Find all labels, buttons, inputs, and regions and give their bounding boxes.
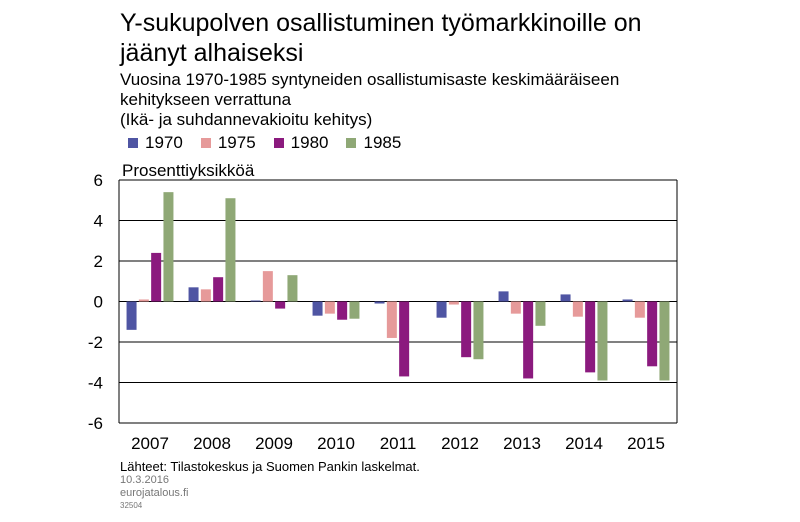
bar-1975-2012: [448, 301, 459, 305]
bar-1970-2009: [250, 300, 261, 302]
chart-legend: 1970 1975 1980 1985: [128, 133, 419, 153]
bar-1975-2007: [138, 299, 149, 302]
legend-label-1970: 1970: [145, 133, 183, 152]
legend-swatch-1970: [128, 138, 138, 148]
chart-subtitle: Vuosina 1970-1985 syntyneiden osallistum…: [120, 70, 680, 130]
bar-1980-2008: [213, 277, 224, 302]
legend-item-1970: 1970: [128, 133, 183, 153]
x-tick-label-2012: 2012: [441, 434, 479, 453]
y-tick-label-2: 2: [94, 252, 103, 271]
bar-1985-2010: [349, 301, 360, 319]
chart-subtitle-line1: Vuosina 1970-1985 syntyneiden osallistum…: [120, 70, 620, 109]
bar-1970-2015: [622, 299, 633, 302]
chart-title: Y-sukupolven osallistuminen työmarkkinoi…: [120, 9, 642, 67]
bar-1985-2013: [535, 301, 546, 326]
bar-1980-2013: [523, 301, 534, 379]
bar-1970-2013: [498, 291, 509, 302]
y-tick-label-0: 6: [94, 171, 103, 190]
bar-1975-2009: [262, 271, 273, 302]
legend-item-1980: 1980: [273, 133, 329, 153]
legend-label-1985: 1985: [363, 133, 402, 152]
bar-1985-2009: [287, 275, 298, 302]
legend-swatch-1975: [200, 138, 211, 148]
y-tick-label-3: 0: [94, 293, 103, 312]
y-tick-label-6: -6: [88, 414, 103, 433]
x-tick-label-2008: 2008: [193, 434, 231, 453]
legend-item-1975: 1975: [200, 133, 256, 153]
x-tick-label-2014: 2014: [565, 434, 603, 453]
legend-label-1975: 1975: [217, 133, 256, 152]
bar-1980-2009: [275, 301, 286, 309]
legend-label-1980: 1980: [290, 133, 329, 152]
x-tick-label-2010: 2010: [317, 434, 355, 453]
bar-1980-2014: [585, 301, 596, 373]
publish-date: 10.3.2016: [120, 474, 169, 486]
bar-1980-2015: [647, 301, 658, 367]
x-tick-label-2009: 2009: [255, 434, 293, 453]
bar-1975-2014: [572, 301, 583, 317]
bar-1975-2008: [200, 289, 211, 302]
bar-1985-2015: [659, 301, 670, 381]
bar-1980-2012: [461, 301, 472, 358]
bar-1970-2014: [560, 294, 571, 302]
legend-item-1985: 1985: [346, 133, 401, 153]
bar-1975-2010: [324, 301, 335, 314]
y-tick-label-4: -2: [88, 333, 103, 352]
x-tick-label-2007: 2007: [131, 434, 169, 453]
site-name: eurojatalous.fi: [120, 487, 189, 499]
x-tick-label-2015: 2015: [627, 434, 665, 453]
bar-1975-2011: [386, 301, 397, 338]
sources-note: Lähteet: Tilastokeskus ja Suomen Pankin …: [120, 459, 420, 474]
chart-subtitle-line2: (Ikä- ja suhdannevakioitu kehitys): [120, 110, 373, 129]
bar-1985-2008: [225, 198, 236, 302]
legend-swatch-1985: [346, 138, 357, 148]
bar-1985-2007: [163, 192, 174, 302]
x-tick-label-2013: 2013: [503, 434, 541, 453]
bar-1980-2011: [399, 301, 410, 377]
bar-1970-2012: [436, 301, 447, 318]
bar-1970-2008: [188, 287, 199, 302]
bar-1970-2011: [374, 301, 385, 304]
bar-1980-2007: [151, 252, 162, 302]
bar-1970-2010: [312, 301, 323, 316]
legend-swatch-1980: [273, 138, 284, 148]
y-tick-label-5: -4: [88, 374, 103, 393]
bar-1985-2012: [473, 301, 484, 360]
chart-code: 32504: [120, 501, 143, 510]
bar-1975-2015: [634, 301, 645, 318]
y-axis-unit-label: Prosenttiyksikköä: [122, 161, 255, 180]
bar-1980-2010: [337, 301, 348, 320]
y-tick-label-1: 4: [94, 212, 103, 231]
bar-1975-2013: [510, 301, 521, 314]
x-tick-label-2011: 2011: [380, 434, 417, 453]
bar-1970-2007: [126, 301, 137, 330]
bar-1985-2014: [597, 301, 608, 381]
